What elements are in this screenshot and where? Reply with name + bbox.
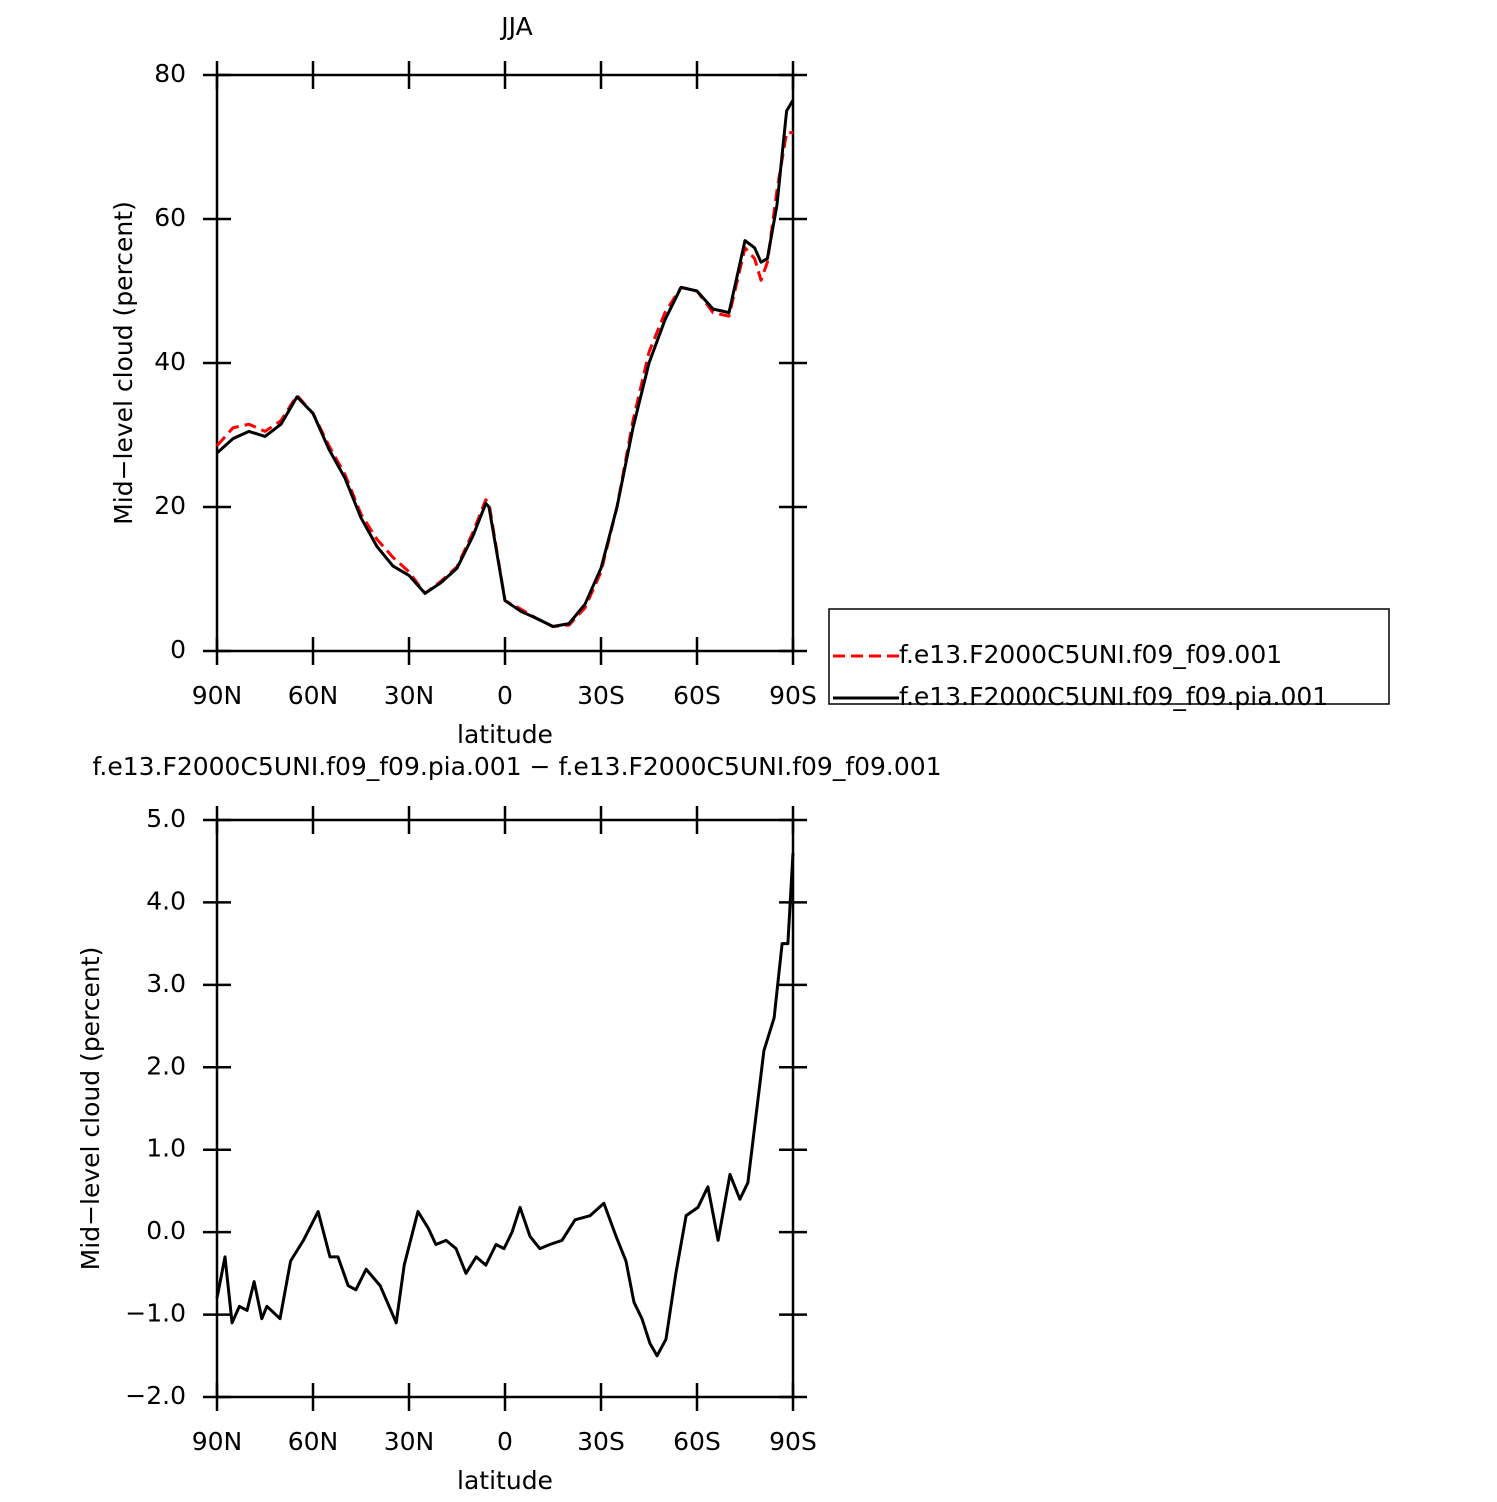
x-tick-label: 90N — [192, 681, 243, 710]
data-line — [215, 131, 793, 629]
y-tick-label: 1.0 — [146, 1134, 186, 1163]
y-tick-label: 4.0 — [146, 886, 186, 915]
x-axis-label: latitude — [457, 1466, 553, 1495]
x-tick-label: 0 — [497, 681, 513, 710]
x-tick-label: 60S — [673, 1427, 721, 1456]
plot-frame — [215, 818, 795, 1399]
data-line — [215, 99, 795, 629]
y-tick-label: 60 — [154, 203, 186, 232]
x-tick-label: 30N — [384, 681, 435, 710]
legend-box — [828, 608, 1390, 705]
x-tick-label: 90S — [769, 1427, 817, 1456]
y-axis-label: Mid−level cloud (percent) — [109, 201, 138, 525]
y-tick-label: 0.0 — [146, 1216, 186, 1245]
x-tick-label: 60S — [673, 681, 721, 710]
x-tick-label: 60N — [288, 681, 339, 710]
y-tick-label: 3.0 — [146, 969, 186, 998]
x-axis-label: latitude — [457, 720, 553, 749]
x-tick-label: 30S — [577, 1427, 625, 1456]
y-tick-label: −2.0 — [125, 1381, 186, 1410]
legend-label: f.e13.F2000C5UNI.f09_f09.001 — [899, 640, 1282, 669]
y-tick-label: −1.0 — [125, 1299, 186, 1328]
plot-frame — [215, 73, 795, 653]
y-tick-label: 20 — [154, 491, 186, 520]
x-tick-label: 30S — [577, 681, 625, 710]
y-tick-label: 0 — [170, 635, 186, 664]
chart-title: JJA — [499, 12, 532, 41]
x-tick-label: 90N — [192, 1427, 243, 1456]
legend-label: f.e13.F2000C5UNI.f09_f09.pia.001 — [899, 682, 1328, 711]
data-line — [215, 852, 795, 1358]
y-tick-label: 5.0 — [146, 804, 186, 833]
y-tick-label: 80 — [154, 59, 186, 88]
x-tick-label: 30N — [384, 1427, 435, 1456]
y-tick-label: 40 — [154, 347, 186, 376]
y-axis-label: Mid−level cloud (percent) — [76, 947, 105, 1271]
x-tick-label: 90S — [769, 681, 817, 710]
x-tick-label: 60N — [288, 1427, 339, 1456]
y-tick-label: 2.0 — [146, 1051, 186, 1080]
chart-title: f.e13.F2000C5UNI.f09_f09.pia.001 − f.e13… — [92, 752, 941, 781]
x-tick-label: 0 — [497, 1427, 513, 1456]
